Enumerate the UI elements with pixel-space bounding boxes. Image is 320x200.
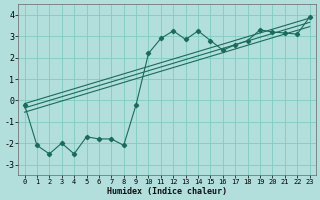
X-axis label: Humidex (Indice chaleur): Humidex (Indice chaleur): [107, 187, 227, 196]
